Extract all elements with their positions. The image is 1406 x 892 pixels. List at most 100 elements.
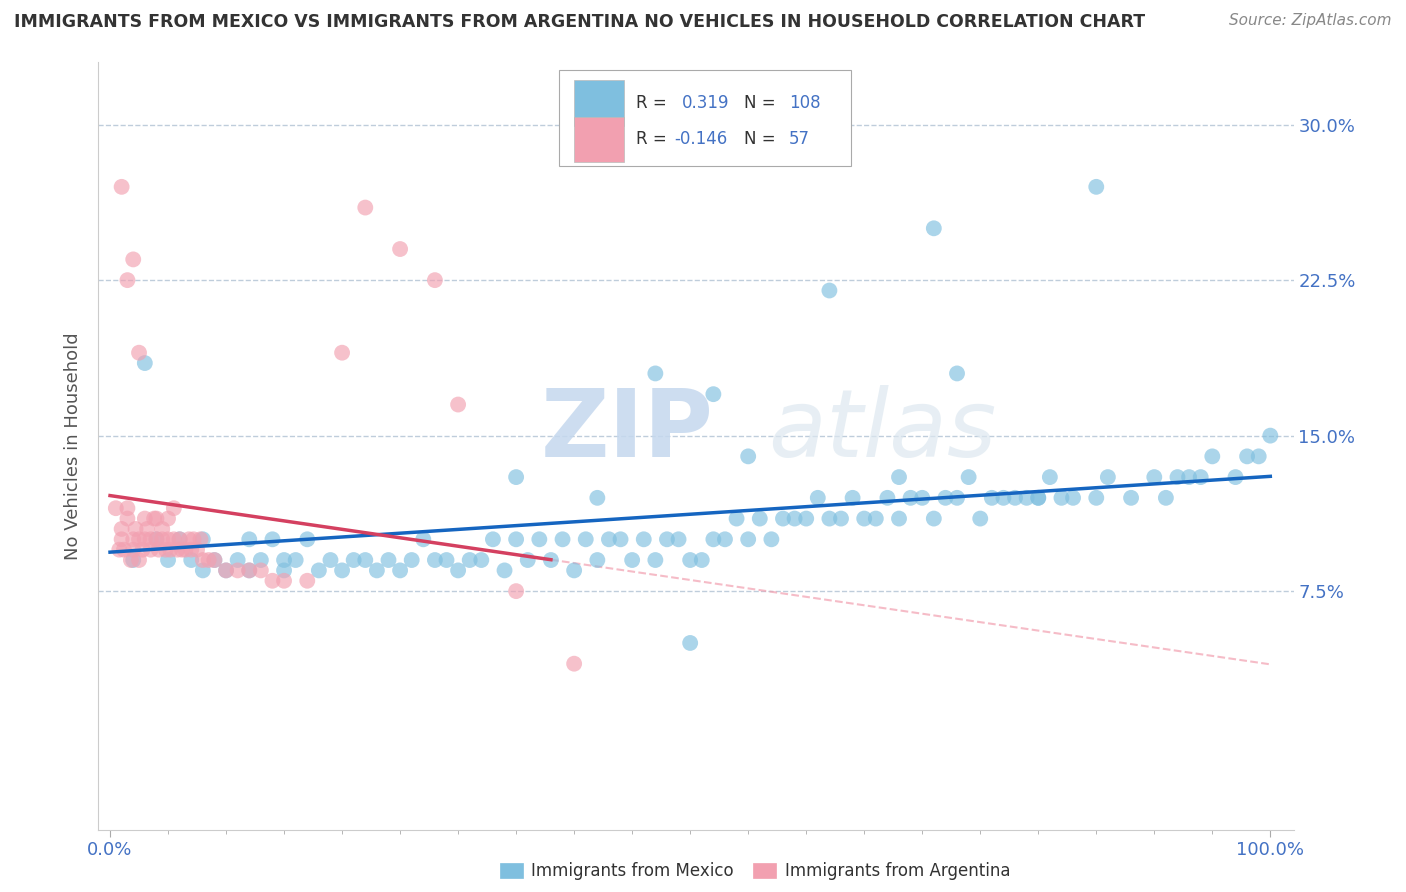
Point	[505, 470, 527, 484]
Point	[204, 553, 226, 567]
Point	[761, 533, 783, 547]
Point	[447, 398, 470, 412]
Point	[993, 491, 1015, 505]
Point	[157, 553, 180, 567]
Text: Source: ZipAtlas.com: Source: ZipAtlas.com	[1229, 13, 1392, 29]
Point	[134, 533, 156, 547]
Point	[204, 553, 226, 567]
Text: 0.319: 0.319	[682, 94, 730, 112]
Point	[505, 584, 527, 599]
Point	[150, 533, 173, 547]
Point	[644, 553, 666, 567]
Point	[104, 501, 127, 516]
Point	[922, 221, 945, 235]
Point	[166, 542, 188, 557]
Point	[145, 533, 167, 547]
Text: 57: 57	[789, 130, 810, 148]
Point	[702, 533, 724, 547]
Point	[423, 273, 446, 287]
Point	[186, 542, 208, 557]
Point	[366, 563, 388, 577]
Point	[273, 553, 295, 567]
Point	[174, 542, 197, 557]
Point	[679, 636, 702, 650]
Point	[389, 242, 412, 256]
Point	[401, 553, 423, 567]
Point	[934, 491, 956, 505]
Point	[1143, 470, 1166, 484]
Point	[150, 522, 173, 536]
Point	[124, 522, 146, 536]
Point	[191, 533, 214, 547]
Point	[177, 533, 200, 547]
Point	[134, 511, 156, 525]
Point	[772, 511, 794, 525]
Point	[865, 511, 887, 525]
Point	[1085, 491, 1108, 505]
Point	[145, 511, 167, 525]
Point	[922, 511, 945, 525]
Point	[159, 542, 181, 557]
Point	[598, 533, 620, 547]
Point	[748, 511, 770, 525]
FancyBboxPatch shape	[574, 117, 624, 161]
Point	[980, 491, 1002, 505]
Point	[111, 179, 134, 194]
Point	[887, 511, 910, 525]
Text: N =: N =	[744, 130, 775, 148]
Point	[1026, 491, 1049, 505]
Point	[1062, 491, 1084, 505]
Point	[1247, 450, 1270, 464]
Point	[737, 450, 759, 464]
Point	[330, 563, 353, 577]
Point	[1050, 491, 1073, 505]
Point	[737, 533, 759, 547]
Point	[226, 563, 249, 577]
Point	[191, 563, 214, 577]
Point	[163, 501, 186, 516]
Point	[783, 511, 806, 525]
Y-axis label: No Vehicles in Household: No Vehicles in Household	[65, 332, 83, 560]
Text: atlas: atlas	[768, 385, 995, 476]
Point	[250, 553, 273, 567]
Point	[143, 511, 166, 525]
Point	[111, 533, 134, 547]
Point	[505, 533, 527, 547]
Point	[1004, 491, 1026, 505]
Point	[191, 553, 214, 567]
Point	[190, 533, 212, 547]
Point	[794, 511, 817, 525]
Point	[145, 533, 167, 547]
Point	[297, 533, 319, 547]
Point	[911, 491, 934, 505]
Text: Immigrants from Argentina: Immigrants from Argentina	[785, 862, 1010, 880]
Point	[273, 574, 295, 588]
Text: R =: R =	[637, 130, 666, 148]
Point	[853, 511, 876, 525]
Point	[120, 553, 142, 567]
Point	[155, 542, 177, 557]
Point	[117, 501, 139, 516]
Point	[122, 553, 145, 567]
Point	[183, 533, 205, 547]
Point	[197, 553, 219, 567]
Point	[436, 553, 458, 567]
Point	[586, 553, 609, 567]
Point	[297, 574, 319, 588]
Point	[621, 553, 644, 567]
Point	[807, 491, 830, 505]
Point	[170, 542, 193, 557]
Point	[702, 387, 724, 401]
Point	[655, 533, 678, 547]
Point	[134, 356, 156, 370]
Point	[1119, 491, 1142, 505]
Point	[1039, 470, 1062, 484]
FancyBboxPatch shape	[558, 70, 852, 166]
Point	[180, 542, 202, 557]
Point	[319, 553, 342, 567]
Point	[180, 553, 202, 567]
Point	[389, 563, 412, 577]
Point	[1166, 470, 1188, 484]
Text: -0.146: -0.146	[675, 130, 728, 148]
Point	[108, 542, 131, 557]
